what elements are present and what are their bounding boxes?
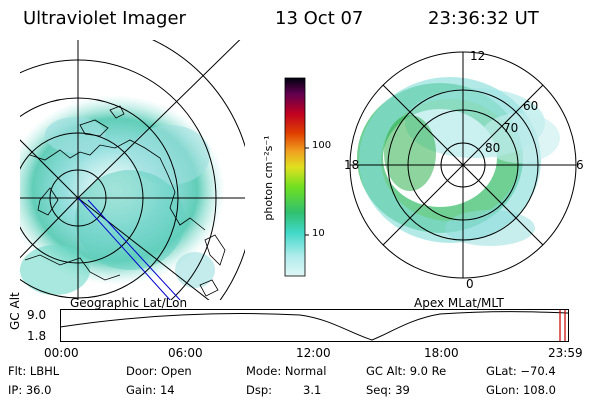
timeline-axis-label: GC Alt bbox=[8, 292, 22, 330]
altitude-curve bbox=[60, 311, 569, 341]
status-glon: GLon: 108.0 bbox=[486, 383, 556, 397]
mlt-label-6: 6 bbox=[576, 158, 584, 172]
mlt-meridians bbox=[350, 52, 576, 278]
status-ip: IP: 36.0 bbox=[8, 383, 52, 397]
apex-polar-map: 12 18 6 0 60 70 80 bbox=[344, 49, 584, 291]
colorbar: photon cm⁻²s⁻¹ bbox=[262, 77, 309, 277]
app-title: Ultraviolet Imager bbox=[23, 8, 186, 29]
colorbar-tick-100: 100 bbox=[312, 140, 332, 151]
header-time: 23:36:32 UT bbox=[428, 8, 539, 29]
status-gc-alt: GC Alt: 9.0 Re bbox=[366, 364, 447, 378]
mlt-label-0: 0 bbox=[466, 277, 474, 291]
timeline-xtick-1800: 18:00 bbox=[424, 346, 459, 360]
timeline-xtick-0600: 06:00 bbox=[168, 346, 203, 360]
left-map-label: Geographic Lat/Lon bbox=[70, 296, 188, 310]
geographic-map bbox=[20, 40, 245, 300]
timeline-ytick-high: 9.0 bbox=[27, 308, 47, 322]
colorbar-unit-label: photon cm⁻²s⁻¹ bbox=[262, 135, 275, 220]
timeline-xtick-1200: 12:00 bbox=[296, 346, 331, 360]
colorbar-tick-10: 10 bbox=[312, 228, 325, 239]
status-mode: Mode: Normal bbox=[246, 364, 327, 378]
status-door: Door: Open bbox=[126, 364, 192, 378]
timeline-xtick-2359: 23:59 bbox=[548, 346, 583, 360]
mlat-label-60: 60 bbox=[523, 99, 538, 113]
altitude-timeline bbox=[60, 309, 569, 342]
orbit-track bbox=[77, 197, 181, 300]
mlt-label-18: 18 bbox=[344, 158, 359, 172]
timeline-ytick-low: 1.8 bbox=[27, 329, 47, 343]
mlat-label-80: 80 bbox=[485, 141, 500, 155]
status-filter: Flt: LBHL bbox=[8, 364, 60, 378]
timeline-xtick-0000: 00:00 bbox=[44, 346, 79, 360]
status-dsp-label: Dsp: bbox=[246, 383, 273, 397]
header-date: 13 Oct 07 bbox=[275, 8, 364, 29]
status-seq: Seq: 39 bbox=[366, 383, 410, 397]
status-dsp-value: 3.1 bbox=[303, 383, 322, 397]
status-gain: Gain: 14 bbox=[126, 383, 175, 397]
status-glat: GLat: −70.4 bbox=[486, 364, 556, 378]
coastlines bbox=[24, 105, 226, 297]
mlt-label-12: 12 bbox=[470, 49, 485, 63]
mlat-label-70: 70 bbox=[503, 121, 518, 135]
right-map-label: Apex MLat/MLT bbox=[414, 296, 504, 310]
